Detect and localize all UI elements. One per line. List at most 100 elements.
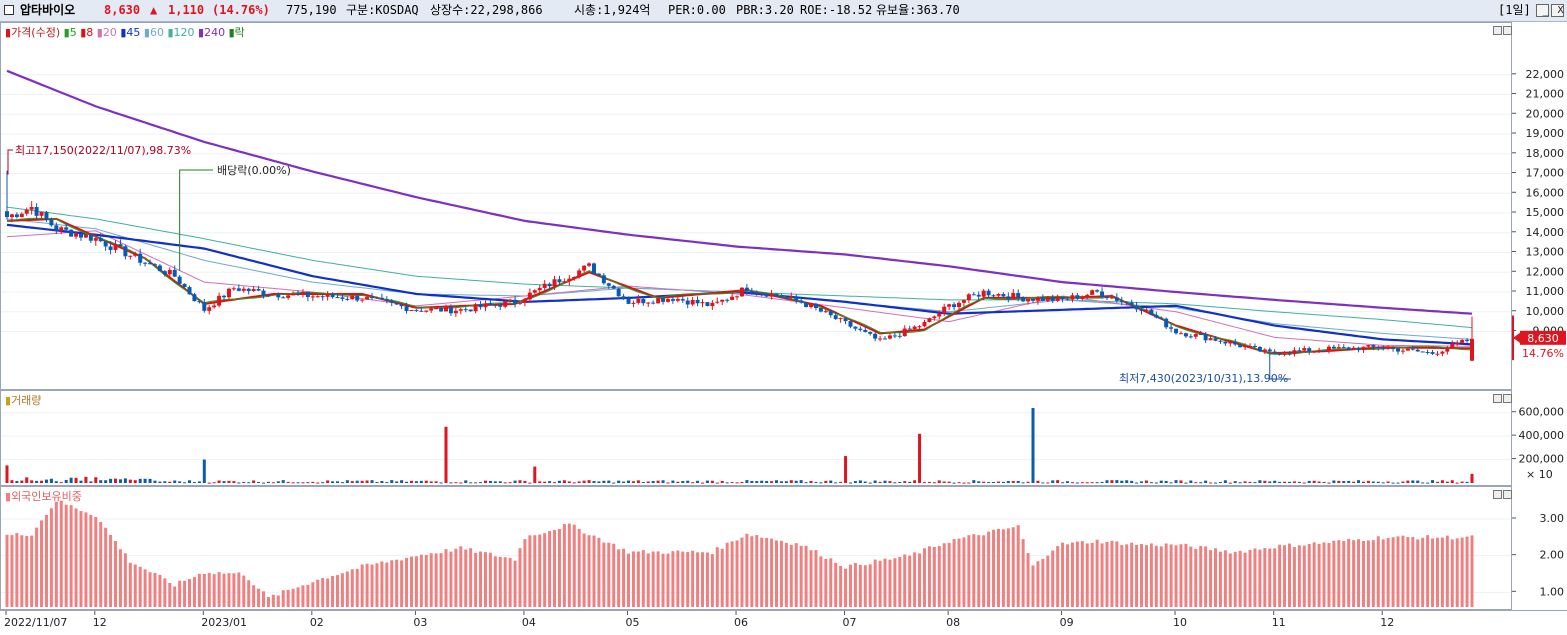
candle-body bbox=[1060, 296, 1065, 300]
foreign-ownership-bar bbox=[1238, 550, 1242, 607]
volume-bar bbox=[261, 482, 265, 484]
legend-ma240: 240 bbox=[204, 26, 226, 39]
volume-bar bbox=[44, 479, 48, 483]
volume-bar bbox=[1026, 481, 1030, 483]
select-checkbox[interactable] bbox=[4, 5, 14, 15]
volume-bar bbox=[1090, 482, 1094, 484]
candle-body bbox=[1198, 334, 1203, 336]
volume-bar bbox=[434, 481, 438, 483]
volume-pane-close-button[interactable] bbox=[1503, 394, 1512, 403]
pane-close-button[interactable] bbox=[1503, 26, 1512, 35]
candle-body bbox=[1410, 348, 1415, 350]
volume-bar bbox=[163, 481, 167, 483]
candle-body bbox=[266, 295, 271, 297]
foreign-ownership-bar bbox=[804, 545, 808, 607]
candle-body bbox=[1415, 349, 1420, 352]
candle-body bbox=[799, 300, 804, 303]
candle-body bbox=[705, 302, 710, 307]
foreign-ownership-bar bbox=[824, 558, 828, 607]
volume-chart[interactable] bbox=[1, 391, 1511, 485]
volume-bar bbox=[1046, 482, 1050, 484]
volume-bar bbox=[1056, 480, 1060, 483]
candle-body bbox=[1262, 349, 1267, 352]
foreign-ownership-bar bbox=[740, 537, 744, 607]
volume-bar bbox=[636, 480, 640, 483]
candle-body bbox=[148, 263, 153, 265]
foreign-ownership-bar bbox=[163, 578, 167, 607]
candle-body bbox=[942, 306, 947, 314]
foreign-ownership-bar bbox=[996, 528, 1000, 607]
candle-body bbox=[789, 296, 794, 298]
volume-bar bbox=[774, 480, 778, 483]
foreign-ownership-bar bbox=[316, 579, 320, 607]
volume-bar bbox=[651, 481, 655, 483]
volume-pane-minimize-button[interactable] bbox=[1493, 394, 1502, 403]
volume-bar bbox=[794, 480, 798, 483]
candle-body bbox=[606, 283, 611, 286]
candle-body bbox=[1144, 309, 1149, 311]
candle-body bbox=[118, 244, 123, 247]
candle-body bbox=[1193, 334, 1198, 337]
volume-bar bbox=[1248, 481, 1252, 483]
period-selector[interactable]: [1일] bbox=[1498, 3, 1531, 17]
candle-body bbox=[1435, 353, 1440, 355]
candle-body bbox=[710, 302, 715, 307]
candle-body bbox=[1030, 299, 1035, 301]
foreign-ownership-bar bbox=[74, 508, 78, 607]
volume-bar bbox=[750, 480, 754, 483]
foreign-ownership-bar bbox=[217, 572, 221, 607]
volume-bar bbox=[903, 481, 907, 483]
foreign-pane-minimize-button[interactable] bbox=[1493, 490, 1502, 499]
foreign-tick-label: 1.00 bbox=[1540, 585, 1565, 598]
candle-body bbox=[1070, 295, 1075, 300]
candle-body bbox=[325, 294, 330, 297]
foreign-ownership-bar bbox=[518, 548, 522, 607]
volume-bar bbox=[1347, 480, 1351, 483]
volume-pane[interactable]: ▮거래량 bbox=[0, 390, 1512, 486]
foreign-ownership-bar bbox=[1080, 541, 1084, 607]
volume-bar bbox=[1253, 482, 1257, 484]
close-button[interactable]: X bbox=[1551, 4, 1564, 17]
candle-body bbox=[439, 308, 444, 312]
candle-body bbox=[695, 300, 700, 304]
foreign-ownership-bar bbox=[1164, 543, 1168, 607]
candle-body bbox=[1366, 345, 1371, 347]
candle-body bbox=[1129, 302, 1134, 306]
volume-bar bbox=[1135, 482, 1139, 484]
foreign-ownership-bar bbox=[483, 552, 487, 607]
foreign-ownership-bar bbox=[587, 535, 591, 607]
volume-bar bbox=[1460, 481, 1464, 483]
candle-body bbox=[128, 255, 133, 257]
foreign-ownership-bar bbox=[335, 575, 339, 607]
foreign-ownership-bar bbox=[1144, 545, 1148, 607]
foreign-pane-close-button[interactable] bbox=[1503, 490, 1512, 499]
volume-bar bbox=[1406, 480, 1410, 483]
foreign-ownership-pane[interactable]: ▮외국인보유비중 bbox=[0, 486, 1512, 610]
volume-bar bbox=[681, 481, 685, 483]
volume-bar bbox=[1070, 482, 1074, 484]
foreign-ownership-bar bbox=[765, 537, 769, 607]
candle-body bbox=[202, 302, 207, 311]
foreign-ownership-chart[interactable] bbox=[1, 487, 1511, 609]
foreign-ownership-bar bbox=[25, 535, 29, 607]
foreign-ownership-bar bbox=[370, 564, 374, 607]
minimize-button[interactable]: _ bbox=[1536, 4, 1549, 17]
foreign-legend: ▮외국인보유비중 bbox=[5, 490, 82, 503]
candle-body bbox=[813, 303, 818, 308]
volume-bar bbox=[1327, 482, 1331, 484]
volume-bar bbox=[987, 482, 991, 484]
foreign-ownership-bar bbox=[1105, 541, 1109, 607]
foreign-ownership-bar bbox=[878, 560, 882, 607]
volume-bar bbox=[957, 482, 961, 484]
volume-bar bbox=[301, 482, 305, 484]
price-chart-pane[interactable]: 최고17,150(2022/11/07),98.73% 배당락(0.00%) 최… bbox=[0, 22, 1512, 390]
candle-body bbox=[952, 304, 957, 308]
volume-bar bbox=[784, 481, 788, 483]
candle-body bbox=[1223, 341, 1228, 344]
price-tick-label: 18,000 bbox=[1526, 147, 1565, 160]
volume-bar bbox=[1307, 480, 1311, 483]
pane-minimize-button[interactable] bbox=[1493, 26, 1502, 35]
foreign-ownership-bar bbox=[291, 588, 295, 607]
price-chart[interactable]: 최고17,150(2022/11/07),98.73% 배당락(0.00%) 최… bbox=[1, 23, 1511, 389]
volume-bar bbox=[138, 478, 142, 483]
